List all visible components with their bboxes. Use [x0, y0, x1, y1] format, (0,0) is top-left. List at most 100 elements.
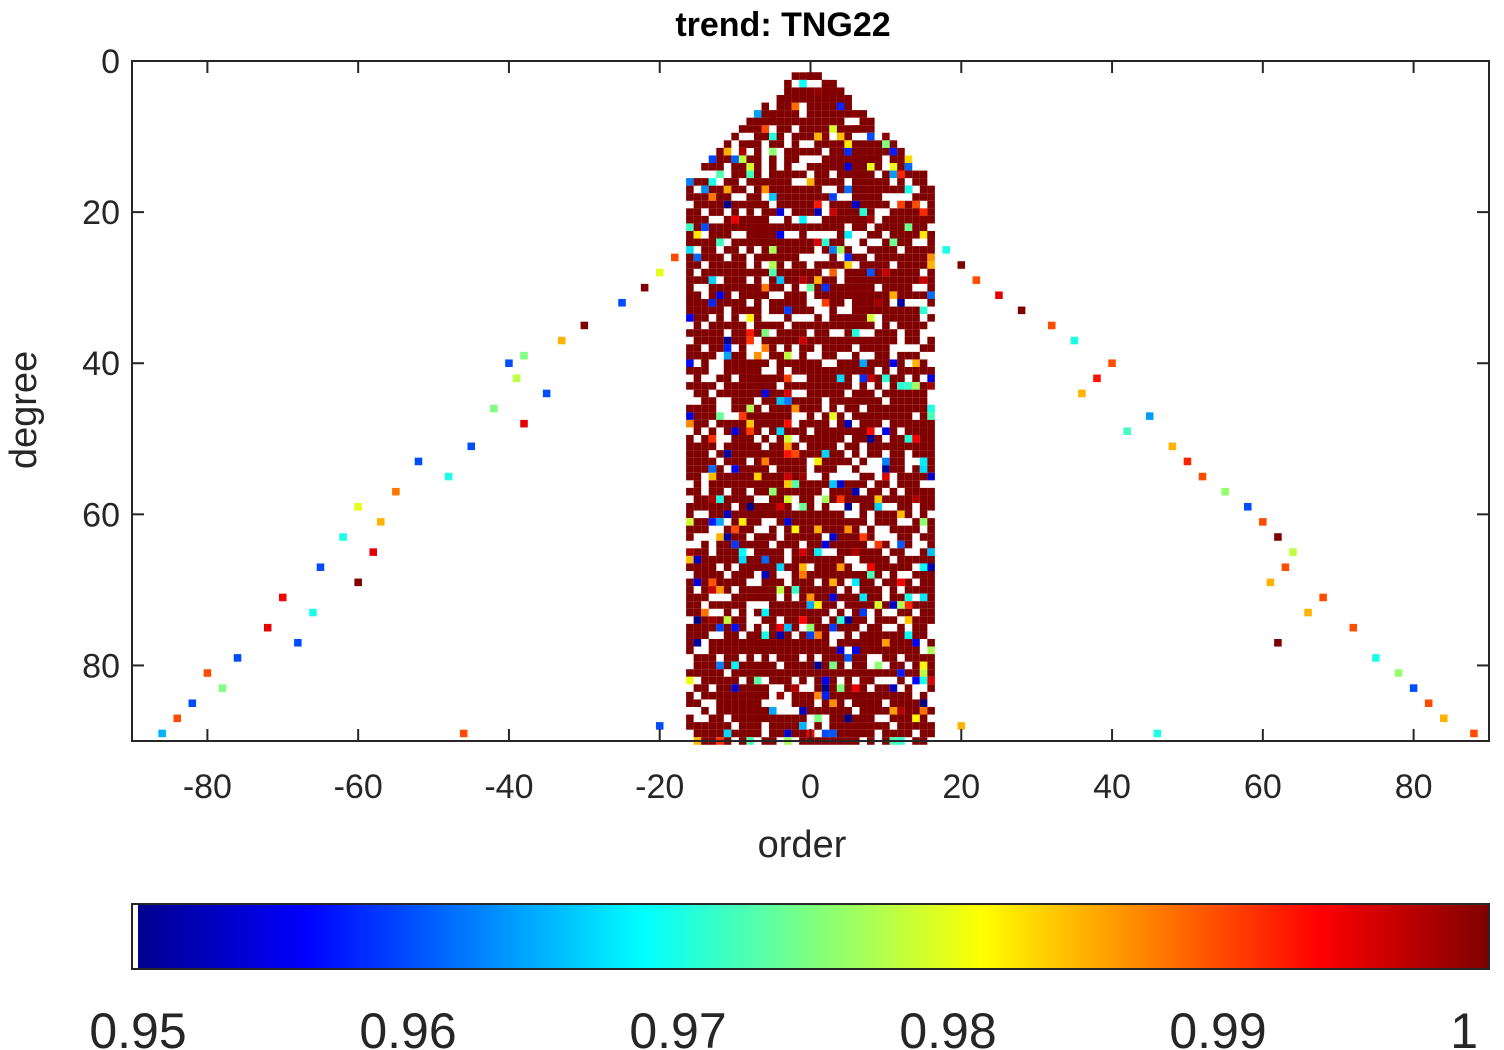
heatmap-cell [799, 306, 807, 315]
heatmap-cell [731, 200, 739, 209]
heatmap-cell [731, 314, 739, 322]
heatmap-cell [784, 427, 792, 435]
heatmap-cell [844, 367, 852, 375]
heatmap-cell [927, 465, 935, 473]
heatmap-cell [738, 457, 747, 466]
heatmap-cell [723, 291, 732, 299]
heatmap-cell [731, 163, 739, 171]
heatmap-cell [912, 231, 920, 239]
heatmap-cell [859, 147, 868, 156]
heatmap-cell [904, 397, 913, 405]
heatmap-cell [889, 246, 898, 254]
heatmap-cell [874, 540, 883, 549]
heatmap-cell [814, 707, 822, 715]
heatmap-cell [701, 548, 709, 556]
heatmap-cell [776, 676, 785, 685]
heatmap-cell [746, 646, 754, 655]
heatmap-cell [708, 276, 717, 284]
heatmap-cell [731, 540, 739, 549]
heatmap-cell [753, 533, 762, 541]
heatmap-cell [919, 503, 928, 511]
heatmap-cell [897, 170, 905, 179]
heatmap-cell [746, 155, 754, 163]
heatmap-cell [814, 450, 822, 458]
heatmap-cell [844, 601, 852, 609]
heatmap-cell [897, 306, 905, 315]
heatmap-cell [889, 283, 898, 292]
heatmap-cell [769, 397, 777, 405]
heatmap-cell [919, 608, 928, 617]
heatmap-cell [738, 291, 747, 299]
heatmap-cell [821, 246, 830, 254]
heatmap-cell [859, 472, 868, 481]
heatmap-cell [776, 412, 785, 420]
heatmap-cell [791, 669, 800, 677]
heatmap-cell [769, 163, 777, 171]
heatmap-cell [731, 495, 739, 503]
heatmap-cell [738, 571, 747, 579]
heatmap-cell [708, 185, 717, 194]
heatmap-cell [784, 336, 792, 345]
heatmap-cell [738, 503, 747, 511]
heatmap-cell [776, 389, 785, 398]
heatmap-cell [814, 525, 822, 534]
heatmap-cell [693, 351, 702, 360]
heatmap-cell [912, 246, 920, 254]
heatmap-cell [753, 684, 762, 692]
heatmap-cell [889, 578, 898, 587]
heatmap-cell [708, 427, 717, 435]
heatmap-cell [882, 495, 890, 503]
heatmap-cell [859, 306, 868, 315]
heatmap-cell [746, 442, 754, 451]
heatmap-cell [686, 722, 694, 730]
heatmap-cell [686, 261, 694, 269]
heatmap-cell [784, 79, 792, 88]
heatmap-cell [919, 208, 928, 216]
heatmap-cell [1409, 684, 1418, 692]
heatmap-cell [851, 699, 860, 707]
heatmap-cell [776, 261, 785, 269]
heatmap-cell [738, 639, 747, 647]
heatmap-cell [708, 714, 717, 723]
heatmap-cell [829, 306, 837, 315]
heatmap-cell [784, 729, 792, 738]
heatmap-cell [882, 147, 890, 156]
heatmap-cell [738, 140, 747, 148]
heatmap-cell [761, 669, 770, 677]
heatmap-cell [889, 593, 898, 602]
heatmap-cell [859, 608, 868, 617]
heatmap-cell [776, 714, 785, 723]
heatmap-cell [859, 646, 868, 655]
heatmap-cell [867, 321, 875, 330]
heatmap-cell [806, 117, 815, 126]
heatmap-cell [882, 555, 890, 564]
heatmap-cell [753, 367, 762, 375]
heatmap-cell [859, 548, 868, 556]
heatmap-cell [708, 571, 717, 579]
heatmap-cell [738, 563, 747, 571]
heatmap-cell [776, 646, 785, 655]
heatmap-cell [814, 646, 822, 655]
heatmap-cell [753, 548, 762, 556]
heatmap-cell [761, 684, 770, 692]
y-tick-label: 80 [82, 647, 120, 685]
heatmap-cell [867, 722, 875, 730]
heatmap-cell [927, 487, 935, 496]
heatmap-cell [776, 351, 785, 360]
heatmap-cell [784, 631, 792, 639]
heatmap-cell [799, 676, 807, 685]
heatmap-cell [844, 276, 852, 284]
heatmap-cell [708, 329, 717, 337]
heatmap-cell [753, 699, 762, 707]
heatmap-cell [867, 435, 875, 443]
heatmap-cell [784, 714, 792, 723]
heatmap-cell [746, 472, 754, 481]
heatmap-cell [882, 336, 890, 345]
heatmap-cell [859, 397, 868, 405]
heatmap-cell [723, 215, 732, 224]
heatmap-cell [784, 540, 792, 549]
heatmap-cell [784, 646, 792, 655]
heatmap-cell [874, 548, 883, 556]
heatmap-cell [889, 465, 898, 473]
heatmap-cell [392, 487, 400, 496]
